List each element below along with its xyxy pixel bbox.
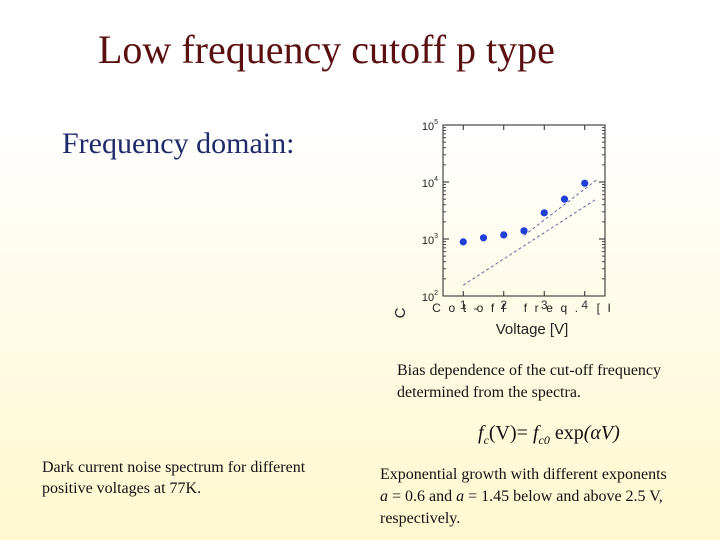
page-title: Low frequency cutoff p type — [98, 27, 555, 72]
fit-lines — [462, 179, 598, 286]
cutoff-formula: fc(V)= fc0 exp(αV) — [478, 422, 620, 448]
x-tick-label: 1 — [460, 298, 467, 312]
chart-labels: 1 2 3 4 102 103 104 105 Voltage [V] C Cot-off… — [392, 119, 610, 338]
formula-c0-sub: c0 — [538, 433, 550, 447]
x-axis-label: Voltage [V] — [496, 321, 569, 338]
caption-exponential-growth: Exponential growth with different expone… — [380, 464, 715, 530]
y-tick-exponent: 5 — [434, 119, 438, 126]
formula-f: f — [478, 422, 484, 444]
formula-c-sub: c — [483, 433, 489, 447]
y-axis-label-garbled: Cot-off freq. [Hz] — [432, 301, 610, 315]
caption-dark-current: Dark current noise spectrum for differen… — [42, 459, 306, 497]
y-tick-label: 104 — [422, 176, 438, 190]
y-tick-label: 102 — [422, 290, 438, 304]
formula-fc0: f — [532, 422, 539, 444]
data-point — [479, 234, 488, 242]
data-point — [500, 231, 508, 239]
x-tick-label: 4 — [581, 298, 588, 312]
formula-arg: (αV) — [583, 422, 620, 444]
fit-line — [462, 198, 598, 286]
y-tick-exponent: 3 — [434, 233, 438, 240]
cutoff-frequency-chart: 1 2 3 4 102 103 104 105 Voltage [V] C Cot-off… — [392, 119, 610, 338]
x-tick-label: 2 — [500, 298, 507, 312]
y-tick-exponent: 2 — [434, 290, 438, 297]
y-tick-label: 103 — [422, 233, 438, 247]
data-point — [520, 227, 528, 235]
y-axis-label: C — [392, 307, 409, 318]
alpha-value-2: = 1.45 below and above 2.5 V, respective… — [380, 488, 663, 527]
formula-lhs-arg: (V) — [488, 422, 517, 444]
data-point — [581, 179, 589, 187]
data-point — [459, 238, 467, 246]
y-tick-label: 105 — [422, 119, 438, 133]
chart-axes — [442, 124, 606, 297]
plot-frame — [442, 124, 606, 297]
formula-exp: exp — [549, 422, 584, 444]
alpha-symbol-1: a — [380, 488, 388, 505]
data-point — [560, 195, 569, 203]
data-point — [540, 209, 548, 217]
section-heading: Frequency domain: — [62, 127, 295, 160]
alpha-symbol-2: a — [456, 488, 465, 505]
x-tick-label: 3 — [541, 298, 548, 312]
formula-eq: = — [516, 422, 533, 444]
data-points — [459, 179, 589, 246]
caption-exp-intro: Exponential growth with different expone… — [380, 466, 667, 483]
y-tick-exponent: 4 — [434, 176, 438, 183]
alpha-value-1: = 0.6 and — [388, 488, 457, 505]
fit-line — [523, 179, 598, 236]
caption-bias-dependence: Bias dependence of the cut-off frequency… — [397, 362, 662, 401]
